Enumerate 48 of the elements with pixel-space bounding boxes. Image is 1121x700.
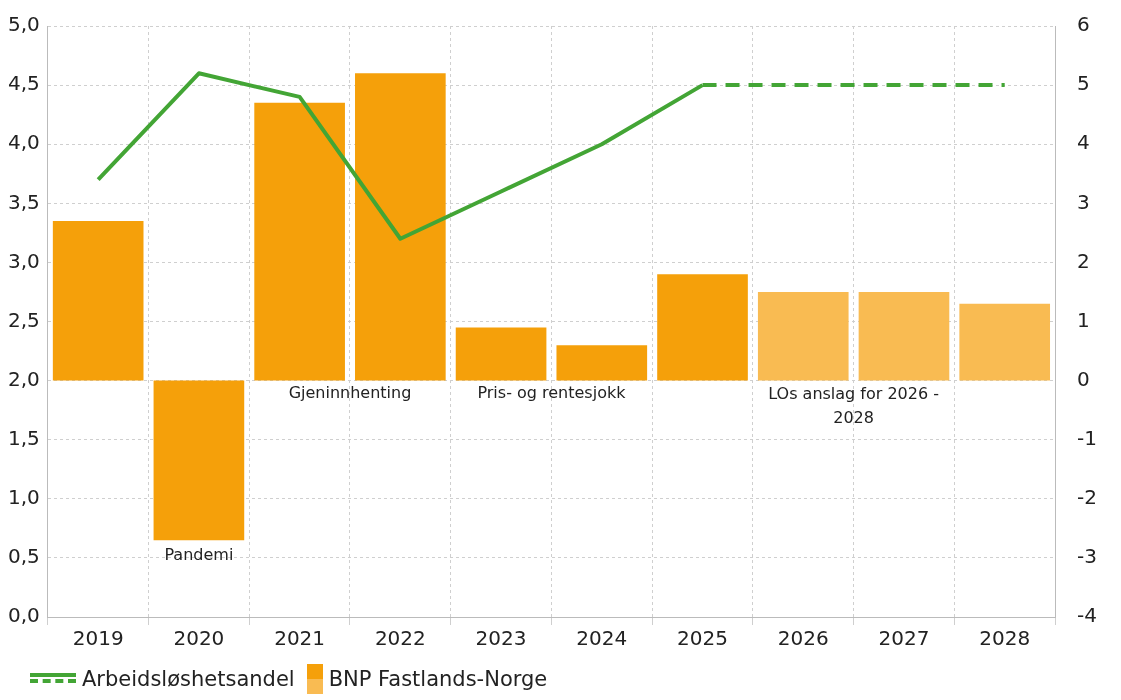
x-tick-label: 2028 bbox=[979, 626, 1031, 651]
bar bbox=[455, 327, 547, 381]
y2-tick-label: 0 bbox=[1077, 366, 1090, 391]
x-tick-label: 2027 bbox=[878, 626, 930, 651]
y-tick-label: 4,0 bbox=[7, 130, 40, 155]
y-tick-label: 0,0 bbox=[7, 603, 40, 628]
y2-tick-label: -1 bbox=[1077, 425, 1098, 450]
x-tick-label: 2024 bbox=[576, 626, 628, 651]
y-tick-label: 2,0 bbox=[7, 366, 40, 391]
x-tick-label: 2022 bbox=[374, 626, 426, 651]
bar bbox=[254, 102, 345, 381]
x-tick-label: 2026 bbox=[777, 626, 829, 651]
y-tick-label: 1,5 bbox=[7, 425, 40, 450]
y2-tick-label: -2 bbox=[1077, 485, 1098, 509]
y-tick-label: 3,5 bbox=[7, 189, 40, 214]
bar bbox=[858, 291, 950, 381]
x-tick-label: 2019 bbox=[72, 626, 124, 651]
y2-tick-label: 6 bbox=[1077, 12, 1090, 37]
legend-label: BNP Fastlands-Norge bbox=[328, 667, 548, 691]
y2-tick-label: 5 bbox=[1077, 71, 1090, 96]
y2-tick-label: 2 bbox=[1077, 248, 1090, 273]
bar bbox=[657, 274, 748, 381]
y-tick-label: 4,5 bbox=[7, 71, 40, 96]
bar bbox=[556, 345, 648, 381]
x-tick-label: 2021 bbox=[274, 626, 326, 651]
y-tick-label: 0,5 bbox=[7, 544, 40, 569]
bar bbox=[153, 380, 245, 541]
y2-tick-label: 3 bbox=[1077, 189, 1090, 214]
y-tick-label: 1,0 bbox=[7, 485, 40, 509]
legend-label: Arbeidsløshetsandel bbox=[82, 667, 295, 691]
y-tick-label: 5,0 bbox=[7, 12, 40, 37]
annotation: Pris- og rentesjokk bbox=[477, 383, 627, 403]
annotation: Pandemi bbox=[164, 545, 234, 565]
bar bbox=[959, 303, 1051, 381]
x-tick-label: 2025 bbox=[677, 626, 728, 651]
y2-tick-label: -3 bbox=[1077, 544, 1098, 569]
bar bbox=[52, 221, 144, 381]
y-tick-label: 2,5 bbox=[7, 307, 40, 332]
annotation: LOs anslag for 2026 - 2028 bbox=[768, 384, 940, 428]
y2-tick-label: 1 bbox=[1077, 307, 1090, 332]
x-tick-label: 2023 bbox=[475, 626, 527, 651]
x-tick-label: 2020 bbox=[173, 626, 225, 651]
y2-tick-label: -4 bbox=[1077, 603, 1098, 628]
annotation: Gjeninnhenting bbox=[288, 383, 412, 403]
y-tick-label: 3,0 bbox=[7, 248, 40, 273]
bar bbox=[355, 73, 446, 381]
y2-tick-label: 4 bbox=[1077, 130, 1090, 155]
bar bbox=[757, 291, 849, 381]
